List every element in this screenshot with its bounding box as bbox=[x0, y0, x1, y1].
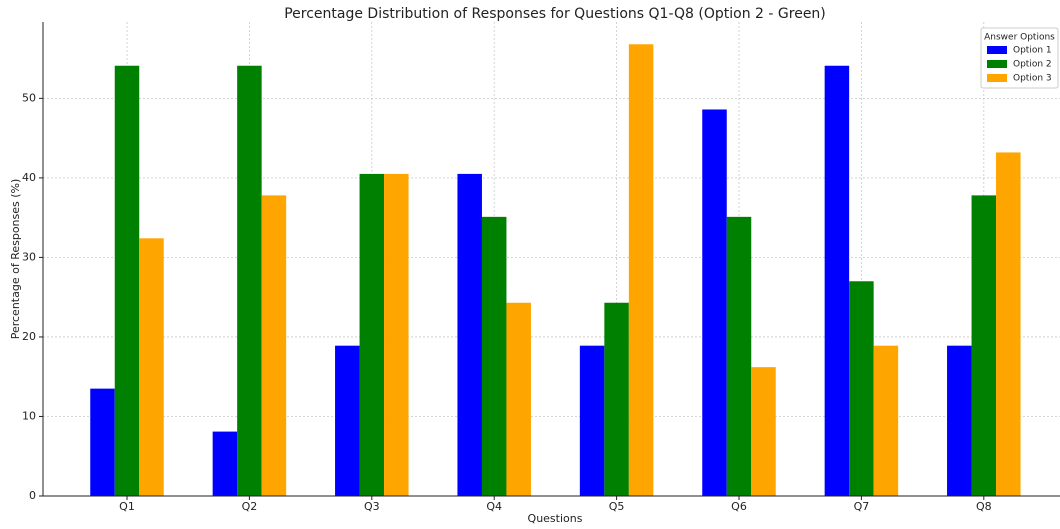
x-tick-label: Q3 bbox=[364, 500, 380, 513]
y-tick-label: 0 bbox=[29, 489, 36, 502]
legend-label: Option 2 bbox=[1013, 60, 1052, 70]
legend-swatch bbox=[987, 74, 1007, 82]
bar bbox=[481, 216, 507, 496]
bar bbox=[139, 238, 164, 496]
y-tick-label: 20 bbox=[22, 330, 36, 343]
legend-swatch bbox=[987, 46, 1007, 54]
bar bbox=[726, 216, 752, 496]
legend-box bbox=[980, 27, 1059, 89]
y-tick-label: 50 bbox=[22, 91, 36, 104]
bar bbox=[873, 345, 899, 496]
chart-title: Percentage Distribution of Responses for… bbox=[284, 6, 826, 22]
y-tick-label: 30 bbox=[22, 250, 36, 263]
x-tick-label: Q2 bbox=[242, 500, 258, 513]
y-axis-label: Percentage of Responses (%) bbox=[9, 179, 22, 340]
bar bbox=[947, 345, 972, 496]
bar bbox=[702, 109, 727, 497]
bar bbox=[114, 65, 140, 496]
bar bbox=[506, 302, 531, 496]
x-tick-label: Q6 bbox=[731, 500, 747, 513]
bar bbox=[849, 281, 874, 496]
bar bbox=[457, 173, 482, 496]
legend-swatch bbox=[987, 60, 1007, 68]
legend-label: Option 3 bbox=[1013, 74, 1052, 84]
bar bbox=[996, 152, 1021, 496]
bar bbox=[359, 173, 385, 496]
bar bbox=[335, 345, 360, 496]
x-tick-label: Q1 bbox=[119, 500, 135, 513]
x-tick-label: Q5 bbox=[609, 500, 625, 513]
legend-label: Option 1 bbox=[1013, 46, 1052, 56]
y-tick-label: 10 bbox=[22, 409, 36, 422]
legend-title: Answer Options bbox=[984, 33, 1055, 43]
bar bbox=[384, 173, 409, 496]
bar bbox=[261, 195, 287, 496]
bar bbox=[579, 345, 605, 496]
x-tick-label: Q7 bbox=[854, 500, 870, 513]
x-tick-label: Q4 bbox=[486, 500, 502, 513]
bar bbox=[971, 195, 997, 496]
x-axis-label: Questions bbox=[528, 512, 583, 525]
bar bbox=[237, 65, 262, 496]
bar bbox=[212, 431, 238, 496]
bar bbox=[628, 44, 654, 496]
y-tick-label: 40 bbox=[22, 171, 36, 184]
bar bbox=[604, 302, 629, 496]
x-tick-label: Q8 bbox=[976, 500, 992, 513]
bar bbox=[751, 367, 776, 496]
bar bbox=[824, 65, 850, 496]
bar bbox=[90, 388, 115, 496]
